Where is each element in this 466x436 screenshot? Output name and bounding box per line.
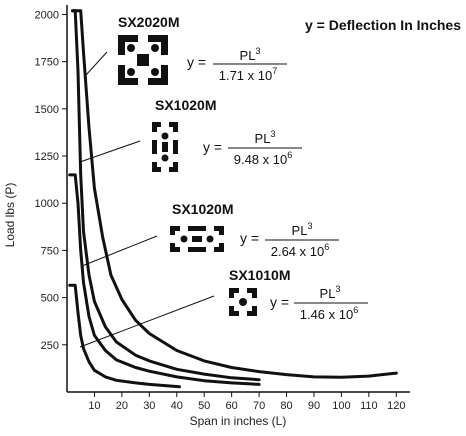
x-tick-label: 120	[387, 400, 405, 412]
annotation-sx2020m: SX2020M y = PL3 1.71 x 107	[118, 14, 287, 85]
y-axis-ticks: 250 500 750 1000 1250 1500 1750 2000	[35, 9, 67, 352]
leader-lines	[79, 51, 215, 348]
annotation-sx1010m: SX1010M y = PL3 1.46 x 106	[229, 267, 368, 322]
profile-icon-sx1020m-horizontal	[170, 226, 224, 252]
curve-series-3	[68, 283, 181, 389]
formula-y-sx1010m: y =	[270, 294, 289, 310]
formula-den-sx1020m-horizontal: 2.64 x 106	[271, 242, 330, 259]
formula-num-sx2020m: PL3	[240, 46, 261, 63]
leader-line-sx1020m-b	[81, 235, 158, 267]
profile-icon-sx2020m	[118, 35, 168, 85]
x-tick-label: 40	[171, 400, 183, 412]
formula-den-sx1010m: 1.46 x 106	[300, 305, 359, 322]
profile-label-sx1020m-vertical: SX1020M	[155, 97, 216, 113]
leader-line-sx1020m-a	[79, 140, 141, 163]
leader-line-sx2020m	[85, 51, 108, 76]
formula-num-sx1010m: PL3	[320, 284, 341, 301]
x-tick-label: 80	[280, 400, 292, 412]
profile-label-sx1020m-horizontal: SX1020M	[172, 201, 233, 217]
formula-den-sx1020m-vertical: 9.48 x 106	[234, 150, 293, 167]
x-tick-label: 110	[360, 400, 378, 412]
annotation-sx1020m-horizontal: SX1020M y = PL3 2.64 x 106	[170, 201, 339, 259]
y-tick-label: 750	[41, 245, 59, 257]
y-tick-label: 1750	[35, 57, 59, 69]
curves	[68, 9, 398, 389]
y-tick-label: 1250	[35, 151, 59, 163]
x-axis-ticks: 10 20 30 40 50 60 70 80 90 100 110 120	[88, 392, 405, 412]
x-axis-title: Span in inches (L)	[190, 414, 287, 428]
curve-series-2	[68, 173, 261, 386]
profile-label-sx2020m: SX2020M	[118, 14, 179, 30]
formula-y-sx2020m: y =	[187, 54, 206, 70]
x-tick-label: 90	[308, 400, 320, 412]
x-tick-label: 50	[198, 400, 210, 412]
curve-series-1	[71, 9, 261, 382]
x-tick-label: 60	[226, 400, 238, 412]
x-tick-label: 30	[143, 400, 155, 412]
leader-line-sx1010m	[79, 295, 215, 348]
formula-num-sx1020m-horizontal: PL3	[292, 221, 313, 238]
curve-series-0	[71, 9, 398, 379]
x-tick-label: 100	[332, 400, 350, 412]
x-tick-label: 10	[88, 400, 100, 412]
y-axis-title: Load lbs (P)	[3, 183, 17, 248]
x-tick-label: 20	[116, 400, 128, 412]
y-tick-label: 1500	[35, 104, 59, 116]
y-tick-label: 2000	[35, 9, 59, 21]
formula-den-sx2020m: 1.71 x 107	[219, 66, 278, 83]
profile-icon-sx1020m-vertical	[152, 122, 178, 172]
y-tick-label: 1000	[35, 198, 59, 210]
y-tick-label: 250	[41, 340, 59, 352]
x-tick-label: 70	[253, 400, 265, 412]
deflection-note: y = Deflection In Inches	[305, 17, 461, 33]
annotation-sx1020m-vertical: SX1020M y = PL3 9.48 x 106	[152, 97, 302, 172]
formula-num-sx1020m-vertical: PL3	[255, 129, 276, 146]
profile-label-sx1010m: SX1010M	[229, 267, 290, 283]
y-tick-label: 500	[41, 293, 59, 305]
profile-icon-sx1010m	[229, 288, 257, 316]
formula-y-sx1020m-vertical: y =	[203, 139, 222, 155]
formula-y-sx1020m-horizontal: y =	[240, 230, 259, 246]
